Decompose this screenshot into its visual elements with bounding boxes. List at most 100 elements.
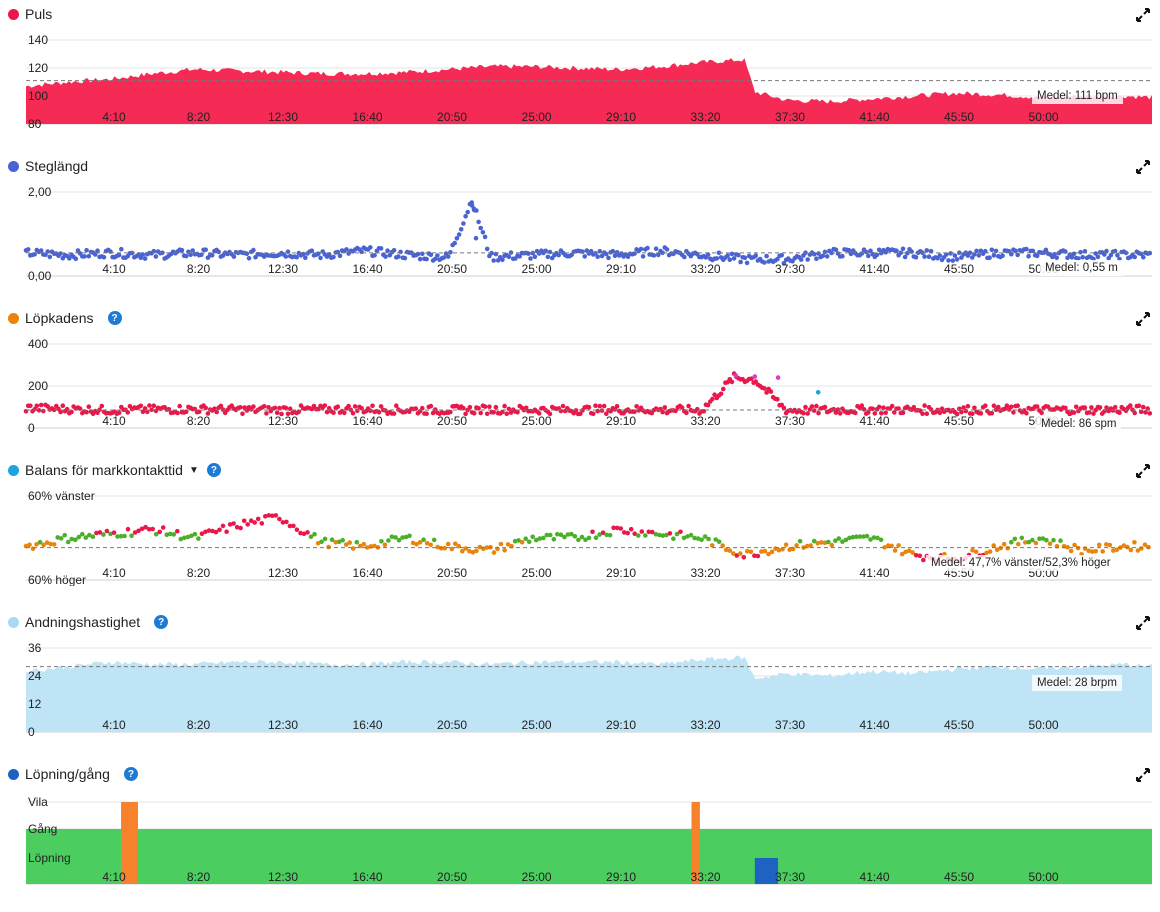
data-point	[639, 529, 645, 534]
data-point	[453, 541, 458, 546]
data-point	[326, 544, 331, 550]
dropdown-caret-icon[interactable]: ▼	[188, 464, 199, 476]
data-point	[1065, 255, 1070, 261]
data-point	[205, 411, 211, 416]
data-point	[885, 543, 891, 548]
data-point	[420, 405, 425, 411]
data-point	[910, 550, 915, 555]
data-point	[820, 253, 826, 259]
expand-icon[interactable]	[1136, 312, 1150, 326]
data-point	[744, 260, 750, 266]
data-point	[1037, 536, 1042, 541]
data-point	[382, 542, 388, 548]
data-point	[1005, 546, 1010, 551]
data-point	[234, 524, 240, 530]
data-point	[116, 410, 122, 415]
data-point	[826, 539, 831, 545]
data-point	[1024, 246, 1029, 252]
data-point	[491, 258, 497, 263]
data-point	[764, 390, 769, 395]
data-point	[264, 411, 269, 416]
data-point	[764, 253, 769, 259]
data-point	[614, 404, 620, 409]
expand-icon[interactable]	[1136, 464, 1150, 478]
data-point	[359, 249, 364, 255]
help-icon[interactable]: ?	[206, 463, 221, 477]
y-tick-label: 400	[28, 337, 48, 351]
data-point	[805, 411, 810, 416]
data-point	[610, 248, 616, 254]
data-point	[122, 533, 127, 539]
data-point	[547, 411, 553, 417]
data-point	[1000, 253, 1005, 258]
data-point	[733, 373, 739, 378]
x-tick-label: 25:00	[522, 110, 552, 124]
data-point	[604, 411, 609, 417]
data-point	[671, 536, 676, 541]
data-point	[595, 254, 600, 259]
data-point	[712, 392, 717, 397]
data-point	[80, 531, 85, 537]
help-icon[interactable]: ?	[107, 311, 122, 325]
x-tick-label: 25:00	[522, 262, 552, 276]
data-point	[372, 253, 377, 258]
x-tick-label: 29:10	[606, 566, 636, 580]
data-point	[51, 542, 57, 547]
expand-icon[interactable]	[1136, 616, 1150, 630]
help-icon[interactable]: ?	[154, 615, 169, 629]
data-point	[456, 232, 462, 237]
expand-icon[interactable]	[1136, 160, 1150, 174]
help-icon[interactable]: ?	[123, 767, 138, 781]
data-point	[280, 520, 286, 525]
data-point	[480, 230, 486, 235]
data-point	[783, 542, 789, 547]
area-series	[26, 58, 1152, 124]
data-point	[1121, 543, 1127, 548]
data-point	[983, 248, 988, 254]
steglangd-panel: Steglängd 2,00 0,00 4:10 8:20 12:30 16:40 20:5…	[0, 152, 1160, 304]
data-point	[815, 390, 821, 395]
data-point	[266, 405, 271, 410]
data-point	[245, 522, 250, 527]
data-point	[618, 526, 623, 531]
data-point	[1112, 248, 1118, 254]
data-point	[414, 541, 419, 547]
data-point	[894, 248, 899, 253]
data-point	[393, 535, 398, 540]
data-point	[298, 530, 303, 536]
y-tick-label: 0,00	[28, 269, 52, 282]
data-point	[477, 544, 483, 550]
data-point	[179, 247, 185, 253]
data-point	[597, 532, 602, 537]
data-point	[340, 537, 346, 543]
andning-panel: Andningshastighet ? 36 24 12 0 4:10 8:20 12:30…	[0, 608, 1160, 760]
data-point	[1001, 541, 1007, 547]
lopkadens-chart: 400 200 0 4:10 8:20 12:30 16:40 20:50 25:00 29:10…	[23, 337, 1153, 434]
data-point	[879, 411, 884, 416]
data-point	[218, 403, 224, 409]
data-point	[372, 543, 377, 549]
data-point	[1026, 539, 1032, 545]
data-point	[476, 219, 481, 225]
data-point	[569, 531, 574, 537]
expand-icon[interactable]	[1136, 8, 1150, 22]
data-point	[720, 543, 725, 548]
data-point	[766, 551, 771, 557]
data-point	[471, 411, 477, 416]
data-point	[1044, 537, 1049, 543]
data-point	[498, 541, 504, 547]
data-point	[519, 539, 525, 545]
data-point	[731, 256, 737, 261]
data-point	[473, 235, 479, 241]
expand-icon[interactable]	[1136, 768, 1150, 782]
data-point	[272, 405, 278, 411]
data-point	[283, 405, 289, 411]
data-point	[814, 403, 819, 409]
data-point	[727, 548, 733, 553]
data-point	[699, 537, 704, 543]
data-point	[478, 410, 484, 416]
data-point	[924, 248, 930, 253]
data-point	[811, 538, 817, 544]
data-point	[576, 537, 581, 543]
data-point	[713, 537, 718, 542]
